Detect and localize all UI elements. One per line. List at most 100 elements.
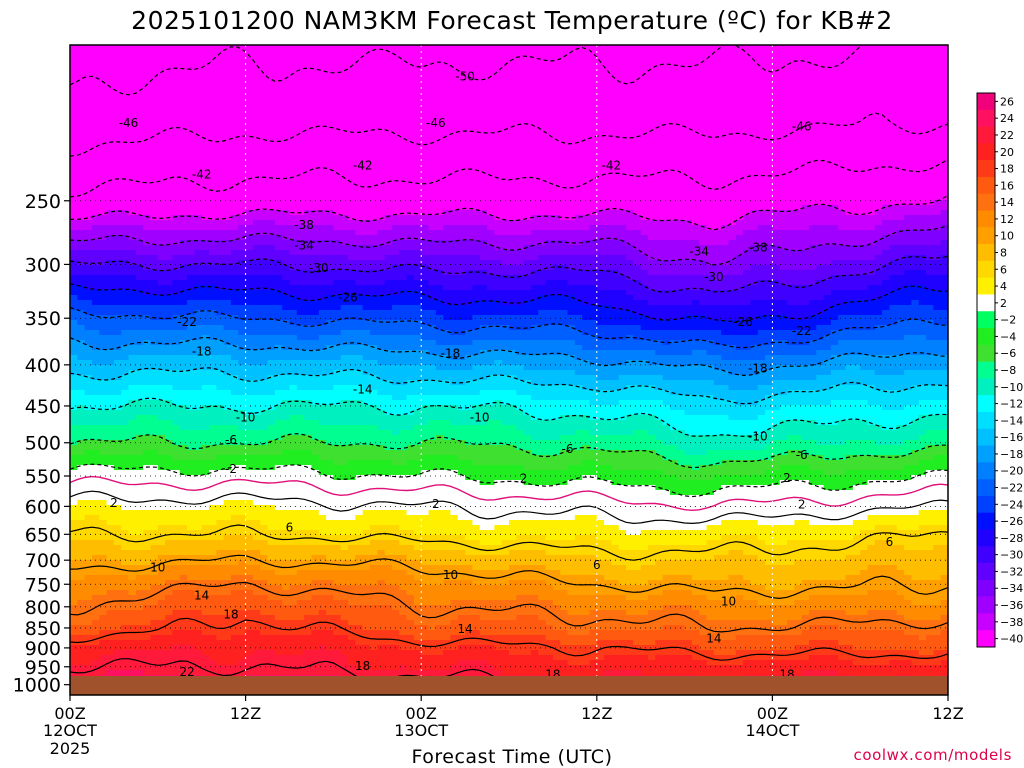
field-cell — [150, 585, 283, 591]
field-cell — [413, 410, 525, 416]
field-cell — [135, 275, 188, 281]
field-cell — [289, 265, 393, 271]
field-cell — [472, 365, 525, 371]
contour-label: -42 — [602, 159, 622, 173]
field-cell — [662, 575, 693, 581]
field-cell — [296, 600, 349, 606]
field-cell — [70, 385, 130, 391]
field-cell — [552, 655, 605, 661]
field-cell — [567, 630, 591, 636]
field-cell — [406, 395, 532, 401]
field-cell — [691, 220, 737, 226]
field-cell — [494, 480, 525, 486]
field-cell — [677, 475, 715, 481]
contour-line — [70, 617, 948, 661]
field-cell — [816, 420, 839, 426]
field-cell — [179, 470, 210, 476]
field-cell — [816, 280, 883, 286]
field-cell — [816, 350, 948, 356]
field-cell — [70, 360, 93, 366]
field-cell — [874, 240, 942, 246]
field-cell — [238, 425, 269, 431]
field-cell — [662, 440, 773, 446]
contour-label: -46 — [792, 119, 812, 133]
field-cell — [860, 570, 905, 576]
field-cell — [772, 455, 825, 461]
field-cell — [121, 405, 188, 411]
field-cell — [596, 640, 634, 646]
field-cell — [538, 615, 708, 621]
field-cell — [70, 555, 93, 561]
field-cell — [772, 425, 883, 431]
field-cell — [289, 415, 305, 421]
field-cell — [70, 45, 948, 51]
field-cell — [384, 215, 495, 221]
field-cell — [70, 455, 174, 461]
field-cell — [465, 355, 576, 361]
field-cell — [413, 635, 452, 641]
field-cell — [391, 430, 400, 436]
field-cell — [391, 225, 430, 231]
field-cell — [289, 280, 334, 286]
field-cell — [889, 275, 948, 281]
field-cell — [567, 610, 591, 616]
field-cell — [70, 350, 203, 356]
field-cell — [567, 465, 613, 471]
field-cell — [282, 435, 313, 441]
field-cell — [838, 625, 948, 631]
field-cell — [765, 410, 948, 416]
field-cell — [882, 310, 948, 316]
field-cell — [348, 545, 415, 551]
field-cell — [940, 255, 948, 261]
field-cell — [187, 325, 225, 331]
field-cell — [765, 585, 795, 591]
colorbar-label: 18 — [1000, 163, 1014, 176]
contour-label: -30 — [704, 270, 724, 284]
field-cell — [70, 65, 948, 71]
field-cell — [640, 230, 744, 236]
field-cell — [77, 500, 108, 506]
field-cell — [516, 615, 539, 621]
field-cell — [699, 300, 752, 306]
field-cell — [318, 610, 327, 616]
field-cell — [896, 565, 948, 571]
field-cell — [794, 585, 948, 591]
colorbar-swatch — [977, 529, 995, 547]
field-cell — [589, 225, 627, 231]
field-cell — [362, 530, 415, 536]
field-cell — [450, 510, 920, 516]
field-cell — [633, 260, 708, 266]
field-cell — [926, 285, 948, 291]
field-cell — [560, 640, 598, 646]
field-cell — [662, 420, 781, 426]
field-cell — [216, 635, 232, 641]
y-tick-label: 1000 — [13, 675, 61, 697]
field-cell — [70, 435, 137, 441]
field-cell — [165, 580, 269, 586]
contour-label: 18 — [223, 608, 238, 622]
field-cell — [172, 385, 203, 391]
field-cell — [830, 330, 948, 336]
field-cell — [801, 435, 920, 441]
field-cell — [267, 440, 327, 446]
field-cell — [706, 615, 803, 621]
field-cell — [70, 300, 93, 306]
field-cell — [179, 575, 188, 581]
field-cell — [435, 325, 481, 331]
field-cell — [648, 430, 686, 436]
contour-label: -38 — [748, 241, 768, 255]
field-cell — [84, 340, 144, 346]
field-cell — [304, 650, 342, 656]
field-cell — [655, 385, 730, 391]
field-cell — [611, 560, 656, 566]
plot-frame — [69, 44, 949, 696]
field-cell — [618, 375, 664, 381]
field-cell — [640, 250, 744, 256]
field-cell — [465, 380, 532, 386]
field-cell — [772, 380, 948, 386]
field-cell — [143, 605, 393, 611]
field-cell — [757, 315, 788, 321]
field-cell — [530, 395, 715, 401]
colorbar: 26 24 22 20 18 16 14 12 10 8 6 4 2 −2 −4 −6 −8 −10 −12 −14 −… — [976, 92, 1023, 648]
